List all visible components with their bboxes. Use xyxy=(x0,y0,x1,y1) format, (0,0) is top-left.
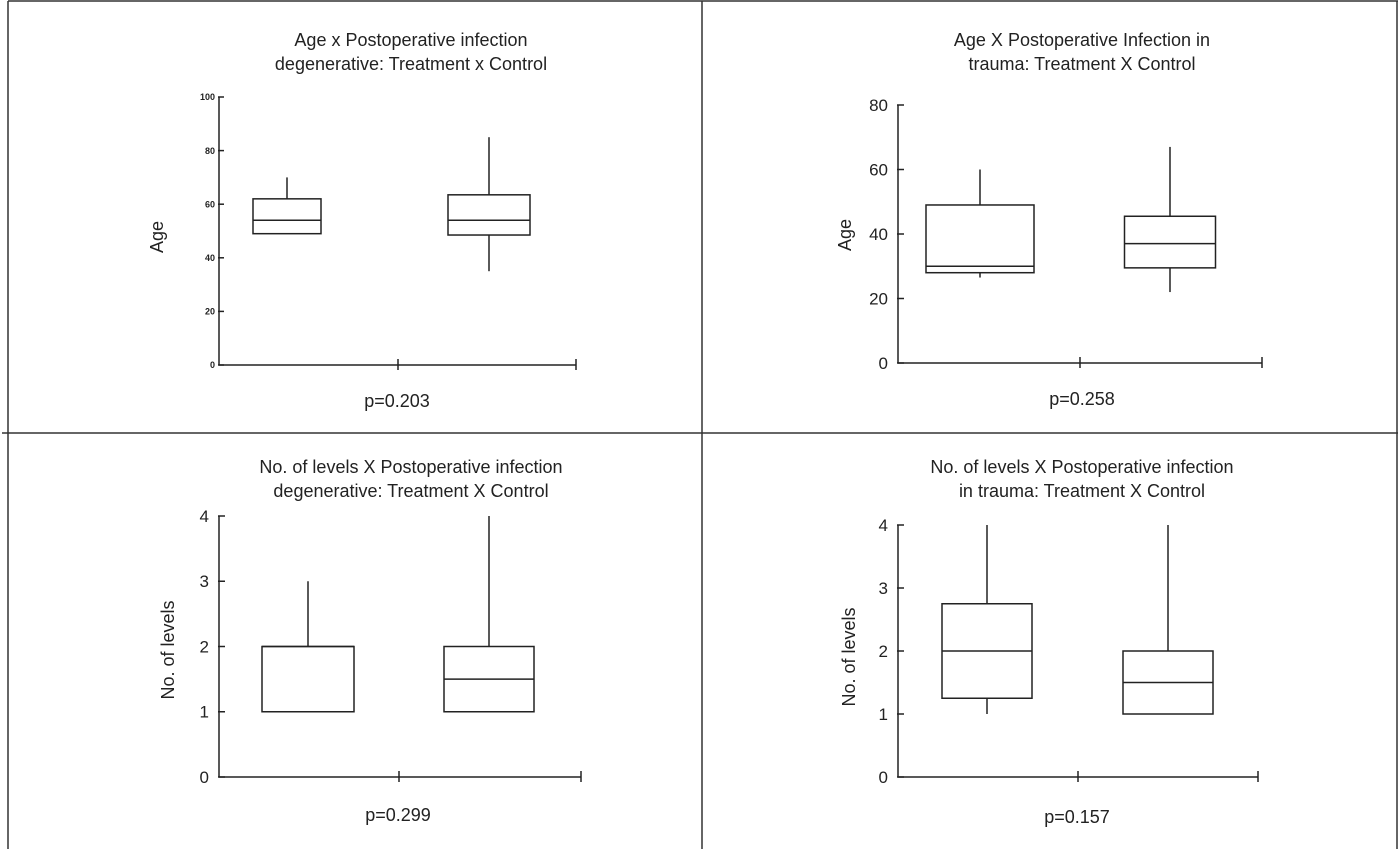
panel-2-box-1-iqr xyxy=(925,204,1035,274)
panel-2-caption: p=0.258 xyxy=(1049,389,1115,409)
panel-2-plot: 0 20 40 60 80 xyxy=(869,96,1263,373)
panel-3: No. of levels X Postoperative infection … xyxy=(158,457,582,825)
panel-2-title-line-1: Age X Postoperative Infection in xyxy=(954,30,1210,50)
panel-1: Age x Postoperative infection degenerati… xyxy=(147,30,577,411)
panel-2-y-tick-label-4: 80 xyxy=(869,96,888,115)
panel-1-title-line-2: degenerative: Treatment x Control xyxy=(275,54,547,74)
panel-3-ylabel: No. of levels xyxy=(158,600,178,699)
panel-2-y-tick-label-0: 0 xyxy=(879,354,888,373)
panel-1-box-1 xyxy=(252,177,322,235)
panel-3-caption: p=0.299 xyxy=(365,805,431,825)
panel-4-ylabel: No. of levels xyxy=(839,607,859,706)
panel-2-box-1 xyxy=(925,169,1035,278)
panel-2-box-2-iqr xyxy=(1123,215,1217,269)
panel-4-box-1 xyxy=(941,525,1033,714)
panel-1-caption: p=0.203 xyxy=(364,391,430,411)
panel-4-box-2 xyxy=(1122,525,1214,715)
panel-3-y-tick-label-4: 4 xyxy=(200,507,209,526)
panel-1-box-1-iqr xyxy=(252,198,322,235)
panel-2-y-tick-label-3: 60 xyxy=(869,160,888,179)
panel-4-caption: p=0.157 xyxy=(1044,807,1110,827)
panel-4-plot: 0 1 2 3 4 xyxy=(879,516,1259,787)
panel-1-y-tick-label-2: 40 xyxy=(205,253,215,263)
panel-4-y-tick-label-2: 2 xyxy=(879,642,888,661)
panel-2-y-tick-label-2: 40 xyxy=(869,225,888,244)
panel-3-y-tick-label-0: 0 xyxy=(200,768,209,787)
panel-1-y-tick-label-3: 60 xyxy=(205,199,215,209)
panel-1-box-2 xyxy=(447,137,531,272)
panel-1-y-tick-label-5: 100 xyxy=(200,92,215,102)
panel-4-y-tick-label-0: 0 xyxy=(879,768,888,787)
panel-3-title-line-2: degenerative: Treatment X Control xyxy=(273,481,548,501)
panel-2-ylabel: Age xyxy=(835,219,855,251)
panel-3-y-tick-label-3: 3 xyxy=(200,572,209,591)
panel-3-box-1 xyxy=(261,581,355,713)
panel-4-title-line-1: No. of levels X Postoperative infection xyxy=(930,457,1233,477)
panel-4-y-tick-label-3: 3 xyxy=(879,579,888,598)
panel-2-box-2 xyxy=(1123,146,1217,293)
panel-1-y-tick-label-1: 20 xyxy=(205,307,215,317)
panel-3-y-tick-label-2: 2 xyxy=(200,637,209,656)
panel-1-y-tick-label-0: 0 xyxy=(210,360,215,370)
panel-3-box-2 xyxy=(443,516,535,713)
panel-4: No. of levels X Postoperative infection … xyxy=(839,457,1259,827)
panel-1-box-2-iqr xyxy=(447,194,531,236)
panel-3-title-line-1: No. of levels X Postoperative infection xyxy=(259,457,562,477)
panel-2-y-tick-label-1: 20 xyxy=(869,289,888,308)
panel-2: Age X Postoperative Infection in trauma:… xyxy=(835,30,1263,409)
panel-4-title-line-2: in trauma: Treatment X Control xyxy=(959,481,1205,501)
panel-1-ylabel: Age xyxy=(147,221,167,253)
panel-1-y-tick-label-4: 80 xyxy=(205,146,215,156)
panel-1-title-line-1: Age x Postoperative infection xyxy=(294,30,527,50)
panel-3-y-tick-label-1: 1 xyxy=(200,703,209,722)
panel-1-plot: 0 20 40 60 80 100 xyxy=(200,92,577,370)
panel-3-plot: 0 1 2 3 4 xyxy=(200,507,582,787)
panel-2-title-line-2: trauma: Treatment X Control xyxy=(968,54,1195,74)
panel-4-y-tick-label-1: 1 xyxy=(879,705,888,724)
panel-3-box-1-iqr xyxy=(261,645,355,713)
panel-4-y-tick-label-4: 4 xyxy=(879,516,888,535)
